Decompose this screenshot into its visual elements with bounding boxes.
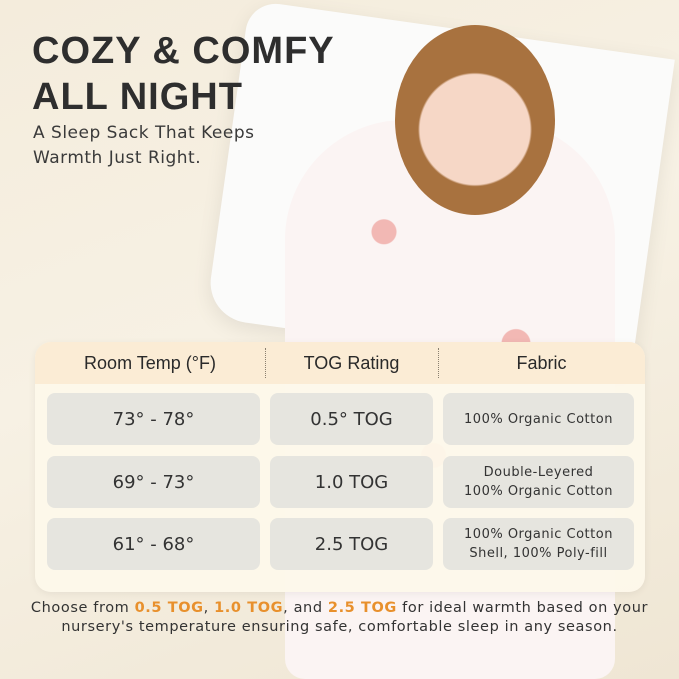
fabric-text: 100% Organic Cotton [464,527,613,542]
headline: COZY & COMFY ALL NIGHT [32,28,335,120]
subheadline: A Sleep Sack That Keeps Warmth Just Righ… [33,121,254,171]
fabric-text: 100% Organic Cotton [464,411,613,427]
subheadline-line1: A Sleep Sack That Keeps [33,123,255,143]
cell-tog: 0.5° TOG [270,393,433,445]
headline-line1: COZY & COMFY [32,30,335,72]
table-header: Room Temp (°F) TOG Rating Fabric [35,342,645,384]
cell-tog: 1.0 TOG [270,456,433,508]
footer-post: for ideal warmth based on your nursery's… [61,600,649,635]
subheadline-line2: Warmth Just Right. [33,148,202,168]
headline-line2: ALL NIGHT [32,76,243,118]
cell-temp: 73° - 78° [47,393,260,445]
cell-fabric: 100% Organic Cotton [443,393,634,445]
cell-temp: 69° - 73° [47,456,260,508]
cell-fabric: 100% Organic Cotton Shell, 100% Poly-fil… [443,518,634,570]
highlight-tog: 1.0 TOG [214,600,284,616]
cell-tog: 2.5 TOG [270,518,433,570]
highlight-tog: 0.5 TOG [134,600,204,616]
tog-table: Room Temp (°F) TOG Rating Fabric 73° - 7… [35,342,645,592]
header-room-temp: Room Temp (°F) [84,352,216,373]
child-head-image [395,25,555,215]
footer-text: Choose from 0.5 TOG, 1.0 TOG, and 2.5 TO… [20,599,659,637]
footer-pre: Choose from [30,600,135,616]
divider [438,348,439,378]
fabric-text: 100% Organic Cotton [464,484,613,499]
divider [265,348,266,378]
header-fabric: Fabric [516,352,567,373]
highlight-tog: 2.5 TOG [327,600,397,616]
cell-fabric: Double-Leyered 100% Organic Cotton [443,456,634,508]
cell-temp: 61° - 68° [47,518,260,570]
header-tog-rating: TOG Rating [303,352,400,373]
fabric-text: Shell, 100% Poly-fill [469,546,608,561]
fabric-text: Double-Leyered [483,465,594,480]
footer-sep: , and [283,600,328,616]
footer-sep: , [203,600,215,616]
